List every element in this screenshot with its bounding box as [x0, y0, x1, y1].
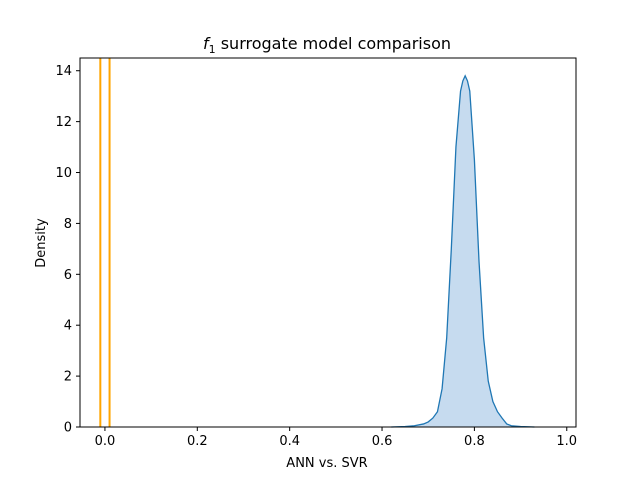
y-tick-label: 2 [64, 370, 72, 385]
y-tick-label: 12 [55, 115, 72, 130]
x-tick-label: 0.6 [372, 434, 393, 449]
x-tick-label: 0.0 [95, 434, 116, 449]
x-axis-label: ANN vs. SVR [286, 456, 367, 471]
y-tick-label: 4 [64, 319, 72, 334]
y-tick-label: 10 [55, 166, 72, 181]
x-tick-label: 0.4 [279, 434, 300, 449]
x-tick-label: 0.8 [464, 434, 485, 449]
y-tick-label: 14 [55, 64, 72, 79]
y-tick-label: 8 [64, 217, 72, 232]
chart-title: f1 surrogate model comparison [203, 34, 451, 56]
y-axis: 0 2 4 6 8 10 12 14 [55, 64, 80, 436]
plot-area [79, 57, 577, 428]
kde-line [391, 74, 535, 428]
y-tick-label: 0 [64, 421, 72, 436]
x-axis: 0.0 0.2 0.4 0.6 0.8 1.0 [95, 427, 577, 449]
y-tick-label: 6 [64, 268, 72, 283]
x-tick-label: 0.2 [187, 434, 208, 449]
x-tick-label: 1.0 [556, 434, 577, 449]
kde-fill-area [391, 75, 535, 427]
y-axis-label: Density [34, 218, 49, 268]
axes-frame [79, 57, 577, 428]
